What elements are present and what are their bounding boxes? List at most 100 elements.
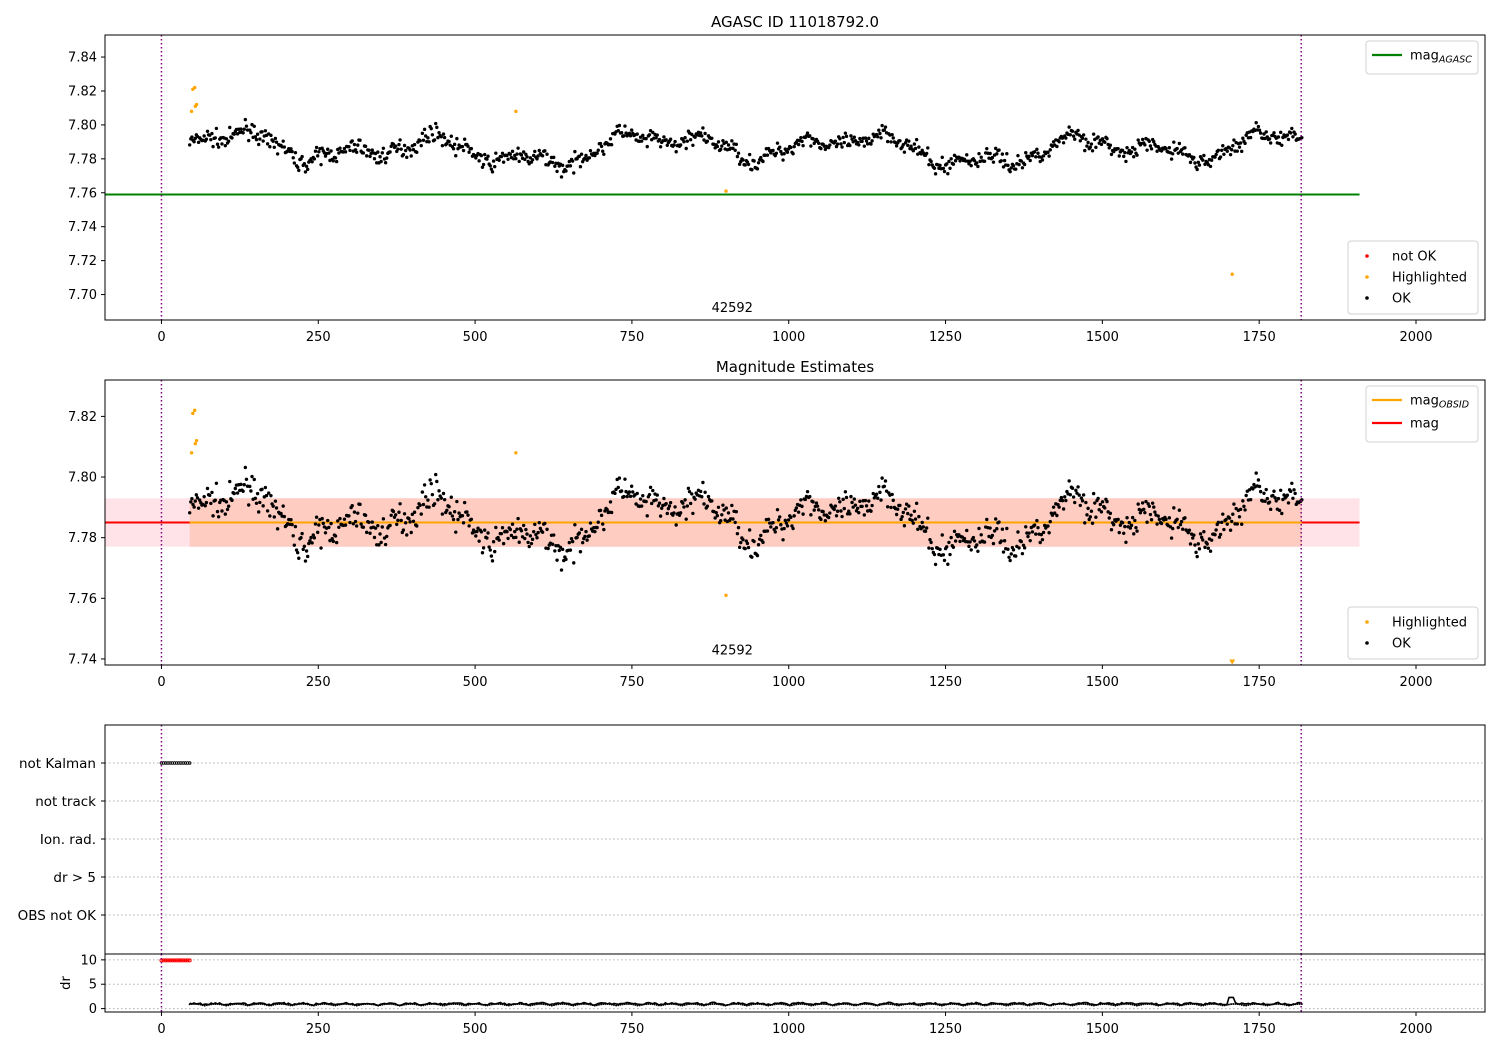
ok-point — [863, 136, 868, 140]
dr-point — [1294, 1003, 1297, 1006]
dr-point — [1127, 1003, 1130, 1006]
ok-point — [363, 144, 368, 149]
dr-point — [1095, 1004, 1098, 1007]
ok-point — [1134, 525, 1138, 530]
ok-point — [598, 508, 603, 513]
ok-point — [246, 138, 251, 143]
ok-point — [316, 154, 320, 158]
plot-area-1 — [105, 35, 1360, 320]
ok-point — [1144, 499, 1148, 504]
ok-point — [1067, 125, 1071, 129]
dr-point — [1047, 1004, 1050, 1007]
ok-point — [303, 170, 308, 174]
dr-point — [1043, 1003, 1046, 1006]
ok-point — [378, 532, 382, 536]
dr-point — [396, 1004, 399, 1007]
x-tick-label: 1000 — [772, 1022, 805, 1037]
ok-point — [991, 160, 996, 164]
ok-point — [233, 486, 238, 491]
dr-point — [912, 1003, 915, 1006]
dr-point — [1030, 1003, 1033, 1006]
ok-point — [631, 490, 635, 494]
ok-point — [461, 148, 466, 153]
ok-point — [514, 156, 518, 161]
legend-label: Highlighted — [1392, 616, 1467, 631]
ok-point — [239, 127, 243, 131]
dr-point — [1013, 1003, 1016, 1006]
x-tick-label: 750 — [619, 1022, 644, 1037]
ok-point — [654, 136, 658, 140]
dr-point — [602, 1003, 605, 1006]
ok-point — [320, 516, 324, 521]
ok-point — [608, 137, 613, 141]
dr-point — [966, 1003, 969, 1006]
dr-point — [1009, 1003, 1012, 1006]
ok-point — [1036, 151, 1040, 155]
dr-point — [220, 1003, 223, 1006]
ok-point — [452, 510, 457, 514]
dr-point — [1223, 1004, 1226, 1007]
dr-point — [445, 1003, 448, 1006]
ok-point — [380, 151, 384, 155]
ok-point — [1128, 526, 1133, 530]
ok-point — [223, 143, 228, 148]
ok-point — [938, 547, 942, 552]
dr-point — [557, 1003, 560, 1006]
dr-point — [424, 1003, 427, 1006]
ok-point — [870, 503, 874, 508]
ok-point — [568, 164, 573, 168]
dr-point — [233, 1003, 236, 1006]
dr-point — [940, 1004, 943, 1007]
ok-point — [441, 491, 446, 496]
ok-point — [209, 137, 213, 142]
dr-point — [1118, 1003, 1121, 1006]
ok-point — [334, 540, 339, 545]
axes-frame — [104, 379, 1486, 666]
dr-point — [960, 1004, 963, 1007]
ok-point — [493, 549, 497, 554]
ok-point — [1202, 153, 1206, 158]
ok-point — [1073, 137, 1077, 141]
ok-point — [834, 144, 839, 149]
ok-point — [305, 554, 310, 559]
dr-point — [949, 1003, 952, 1006]
ok-point — [514, 535, 518, 540]
dr-point — [1144, 1003, 1147, 1006]
dr-point — [1255, 1002, 1258, 1005]
ok-point — [302, 544, 307, 548]
ok-point — [1127, 520, 1131, 525]
ok-point — [439, 496, 443, 500]
ok-point — [1143, 143, 1147, 147]
dr-point — [638, 1004, 641, 1007]
ok-point — [1001, 550, 1006, 554]
ok-point — [855, 506, 860, 510]
y-tick-label: 5 — [89, 978, 97, 993]
ok-point — [1145, 148, 1149, 152]
ok-point — [747, 528, 752, 532]
ok-point — [849, 134, 853, 138]
highlighted-point — [514, 451, 518, 455]
ok-point — [497, 538, 501, 542]
ok-point — [693, 135, 697, 139]
plot-area-4 — [105, 954, 1485, 1012]
ok-point — [862, 144, 867, 148]
ok-point — [422, 483, 427, 487]
ok-point — [377, 543, 381, 547]
ok-point — [1194, 550, 1198, 555]
ok-point — [842, 140, 846, 145]
ok-point — [1152, 505, 1156, 509]
dr-point — [402, 1003, 405, 1006]
ok-point — [588, 148, 593, 153]
ok-point — [567, 540, 572, 545]
ok-point — [517, 540, 521, 544]
ok-point — [685, 504, 690, 508]
dr-point — [505, 1004, 508, 1007]
ok-point — [291, 156, 295, 160]
y-tick-label: 7.80 — [68, 118, 97, 133]
ok-point — [879, 136, 883, 140]
ok-point — [1203, 545, 1207, 550]
dr-point — [1069, 1004, 1072, 1007]
ok-point — [1187, 152, 1192, 157]
dr-point — [1028, 1004, 1031, 1007]
ok-point — [488, 548, 492, 552]
